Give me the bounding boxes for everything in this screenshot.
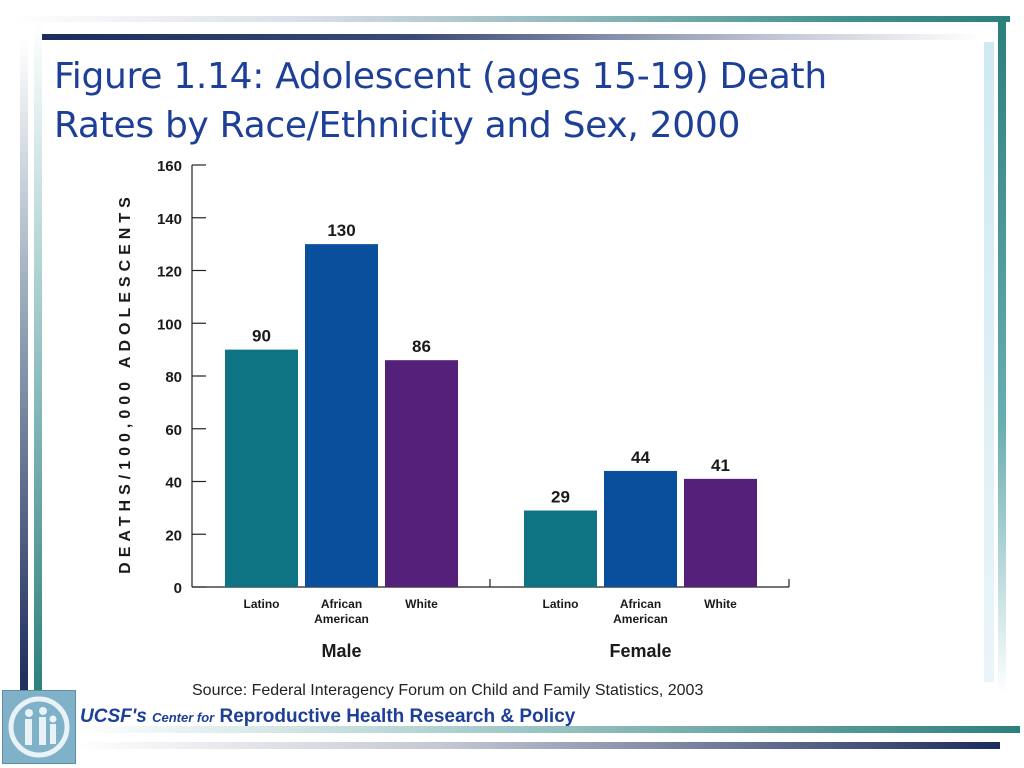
y-tick-label: 100 <box>157 316 182 333</box>
right-decor-bar-light <box>984 42 994 682</box>
bar-female-african-american <box>604 470 677 587</box>
bar-female-latino <box>524 510 597 587</box>
group-label-female: Female <box>609 641 671 661</box>
x-category-label: African <box>321 597 362 611</box>
y-tick-label: 80 <box>165 369 182 386</box>
top-decor-bar-teal <box>10 16 1010 22</box>
x-category-label: White <box>405 597 438 611</box>
bar-male-african-american <box>305 244 378 587</box>
right-decor-bar <box>998 22 1006 694</box>
bottom-decor-bar-teal <box>76 726 1020 733</box>
x-category-label: Latino <box>244 597 280 611</box>
data-label: 29 <box>551 488 570 507</box>
left-decor-bar-teal <box>34 22 42 694</box>
y-tick-label: 60 <box>165 422 182 439</box>
footer-program: Reproductive Health Research & Policy <box>219 706 576 727</box>
y-tick-label: 20 <box>165 527 182 544</box>
x-category-label: African <box>620 597 661 611</box>
footer-center-for: Center for <box>152 710 215 725</box>
y-tick-label: 120 <box>157 264 182 281</box>
source-note: Source: Federal Interagency Forum on Chi… <box>192 682 704 699</box>
y-tick-label: 160 <box>157 158 182 175</box>
x-category-label: Latino <box>543 597 579 611</box>
y-tick-label: 140 <box>157 211 182 228</box>
bar-chart: 0 20 40 60 80 100 120 140 160 90 Latino 130 African A… <box>110 150 830 670</box>
bar-male-latino <box>225 349 298 587</box>
ucsf-logo <box>2 690 76 764</box>
y-tick-label: 40 <box>165 475 182 492</box>
footer-credit: UCSF's Center for Reproductive Health Re… <box>80 706 575 728</box>
slide-title: Figure 1.14: Adolescent (ages 15-19) Dea… <box>54 56 827 146</box>
bottom-decor-bar-navy <box>76 742 1000 749</box>
top-decor-bar-navy <box>38 34 980 40</box>
data-label: 44 <box>631 448 650 467</box>
left-decor-bar-navy <box>20 40 28 694</box>
data-label: 90 <box>252 327 271 346</box>
data-label: 41 <box>711 456 730 475</box>
data-label: 130 <box>327 221 355 240</box>
chart-svg: 02040608010012014016090Latino130AfricanA… <box>157 158 790 661</box>
x-category-label: White <box>704 597 737 611</box>
footer-ucsf: UCSF's <box>80 706 147 727</box>
bar-female-white <box>684 478 757 587</box>
bar-male-white <box>385 360 458 587</box>
y-tick-label: 0 <box>174 580 182 597</box>
x-category-label: American <box>314 612 369 626</box>
data-label: 86 <box>412 337 431 356</box>
x-category-label: American <box>613 612 668 626</box>
group-label-male: Male <box>321 641 361 661</box>
